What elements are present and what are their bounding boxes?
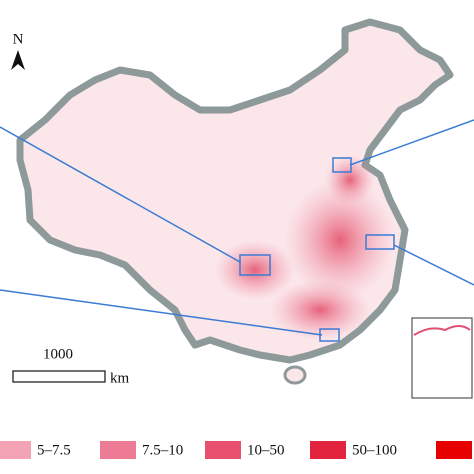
- density-hotspot: [270, 280, 370, 340]
- study-area-box: [332, 157, 352, 173]
- scale-unit: km: [110, 370, 130, 386]
- study-area-box: [239, 254, 271, 276]
- scale-rect: [12, 370, 106, 383]
- leader-line: [0, 126, 241, 263]
- study-area-box: [365, 234, 395, 250]
- lines: [0, 119, 474, 342]
- legend-label: 50–100: [352, 442, 397, 458]
- density-hotspot: [285, 180, 395, 300]
- legend-swatch: [205, 441, 241, 459]
- scale-distance: 1000: [43, 346, 73, 362]
- legend-swatch: [310, 441, 346, 459]
- study-area-box: [319, 328, 340, 342]
- legend-swatch: [436, 441, 472, 459]
- legend-label: 10–50: [247, 442, 285, 458]
- north-label: N: [13, 31, 24, 47]
- map: [0, 18, 474, 399]
- country-outline: [16, 18, 454, 364]
- legend: 5–7.5 7.5–10 10–50 50–100: [0, 441, 472, 459]
- legend-label: 7.5–10: [142, 442, 183, 458]
- density-hotspot: [215, 240, 295, 300]
- legend-swatch: [100, 441, 136, 459]
- north-arrow: N: [11, 31, 25, 70]
- island: [283, 365, 307, 385]
- leader-line: [393, 244, 474, 286]
- leader-line: [349, 119, 474, 166]
- inset-coast: [413, 325, 471, 336]
- legend-swatch: [0, 441, 31, 459]
- scale-bar: 1000 km: [12, 346, 130, 386]
- density-hotspot: [325, 155, 375, 205]
- legend-label: 5–7.5: [37, 442, 71, 458]
- arrow: [11, 50, 25, 70]
- leader-line: [0, 289, 323, 336]
